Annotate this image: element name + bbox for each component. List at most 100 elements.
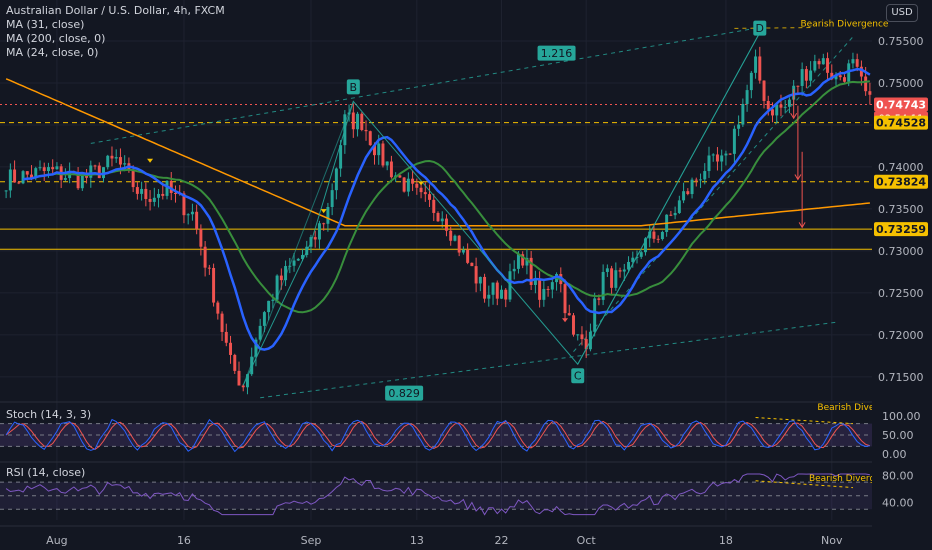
candle-body [516,254,520,269]
candle-body [237,370,241,386]
candle-body [334,168,338,191]
candle-body [233,354,237,371]
candlesticks [4,46,872,395]
candle-body [21,171,25,184]
candle-body [652,231,656,239]
stoch-band [0,423,872,447]
candle-body [796,85,800,87]
candle-body [174,192,177,194]
candle-body [415,183,419,188]
candle-body [787,99,791,107]
rsi-line [5,473,870,516]
level-3-label: 0.73259 [876,223,926,236]
price-tick: 0.74000 [878,161,924,174]
candle-body [762,80,766,101]
candle-body [563,284,567,314]
candle-body [542,288,546,300]
candle-body [440,218,444,222]
target-arrow-head [798,222,806,229]
candle-body [800,69,804,86]
price-axis-bg [872,0,932,550]
candle-body [381,143,385,166]
candle-body [699,179,702,181]
candle-body [220,313,224,332]
candle-body [483,276,487,299]
annotation-labels: B C D 1.216 0.829 Bearish Divergence [346,19,889,401]
target-arrow-head [794,174,802,181]
current-price-label: 0.74743 [876,99,926,112]
candle-body [63,178,67,180]
candle-body [89,165,93,178]
candle-body [195,211,199,229]
trend-channel [90,27,854,399]
candle-body [826,58,830,73]
candle-body [97,165,101,179]
candle-body [118,157,122,165]
candle-body [859,66,863,77]
candle-body [466,249,470,263]
candle-body [576,334,580,336]
trend-line [90,27,760,144]
candle-body [715,154,719,162]
candle-body [842,77,846,82]
candle-body [618,270,622,272]
candle-body [521,254,525,266]
currency-button[interactable]: USD [886,4,918,22]
candle-body [512,268,516,272]
stoch-divergence-label: Bearish Divergence [817,403,905,413]
ratio-2-label: 0.829 [388,387,420,400]
trend-line [734,27,811,29]
point-b-label-box [346,79,360,95]
ma31-label[interactable]: MA (31, close) [6,18,85,31]
candle-body [728,153,732,155]
point-d-label: D [756,22,764,35]
candle-body [711,154,715,156]
candle-body [330,190,334,208]
level-2-label-bg [874,174,928,189]
target-arrow-head [790,112,798,120]
candle-body [635,256,639,258]
candle-body [284,266,288,281]
candle-body [834,75,838,80]
candle-body [851,59,855,64]
grid [0,0,932,527]
candle-body [449,230,453,241]
candle-body [779,104,783,108]
candle-body [301,254,304,259]
candle-body [707,155,711,172]
rsi-legend[interactable]: RSI (14, close) [6,466,85,480]
ma200-line [5,78,870,227]
harmonic-pattern [147,32,806,386]
ma24-line [22,80,871,314]
point-c-label: C [574,370,582,383]
chart-title[interactable]: Australian Dollar / U.S. Dollar, 4h, FXC… [6,4,225,17]
candle-body [182,193,186,216]
time-tick: Nov [821,534,843,547]
candle-body [538,279,542,300]
candle-body [411,178,415,184]
ma24-label[interactable]: MA (24, close, 0) [6,46,99,59]
candle-body [262,312,266,326]
horizontal-levels [0,104,872,250]
pattern-line [242,101,354,386]
candle-body [572,315,575,335]
candle-body [406,178,410,192]
candle-body [322,223,326,225]
moving-averages [5,67,871,351]
signal-marker [147,158,154,163]
time-tick: 18 [719,534,733,547]
ma200-label[interactable]: MA (200, close, 0) [6,32,106,45]
stoch-d-line [5,420,871,450]
candle-body [402,177,406,192]
candle-body [567,313,571,316]
candle-body [643,238,647,253]
candle-body [165,180,169,196]
candle-body [199,228,203,247]
candle-body [478,276,482,284]
candle-body [597,298,601,300]
candle-body [169,180,173,193]
stoch-legend[interactable]: Stoch (14, 3, 3) [6,408,91,422]
candle-body [313,237,317,240]
price-tick: 0.72500 [878,287,924,300]
